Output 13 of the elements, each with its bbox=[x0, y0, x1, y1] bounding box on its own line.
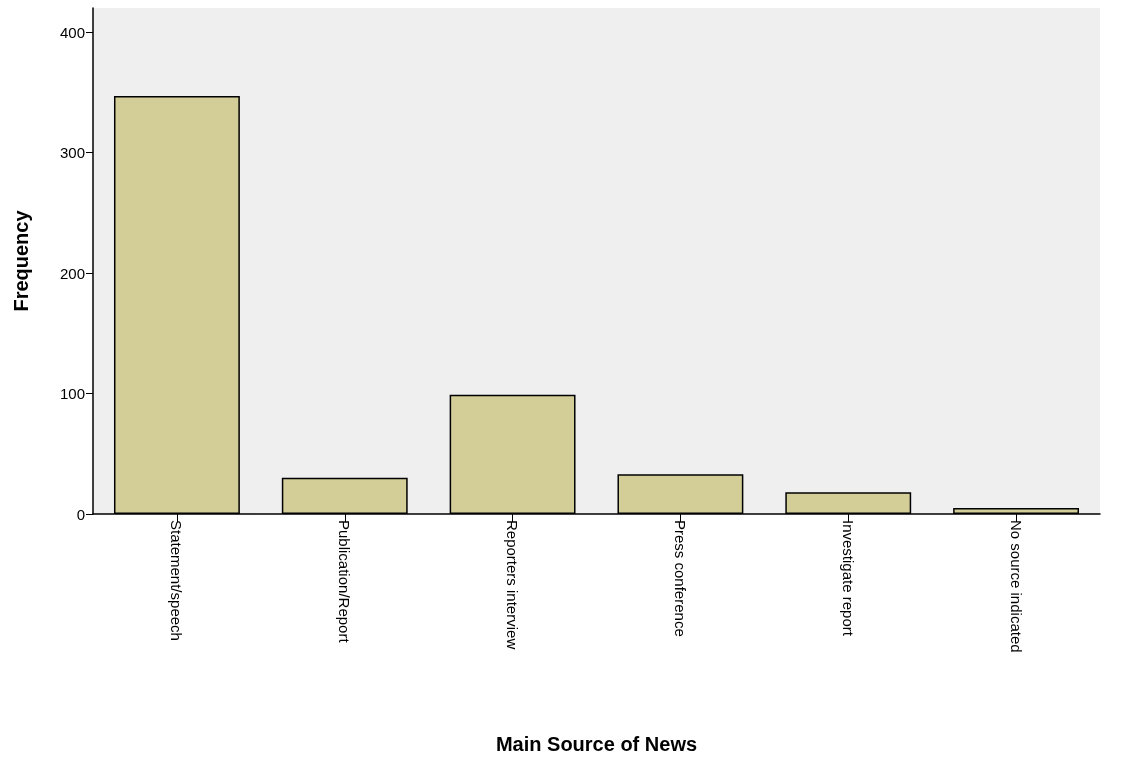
x-tick-label: Publication/Report bbox=[336, 520, 354, 644]
y-axis-title: Frequency bbox=[10, 209, 32, 312]
x-tick-label: Investigate report bbox=[839, 520, 857, 637]
y-tick-label: 0 bbox=[76, 505, 85, 523]
x-axis-title: Main Source of News bbox=[495, 733, 698, 755]
y-tick-label: 200 bbox=[59, 264, 85, 282]
x-tick-label: Statement/speech bbox=[168, 520, 186, 641]
y-tick-label: 300 bbox=[59, 144, 85, 162]
x-tick-label: Press conference bbox=[671, 520, 689, 637]
x-tick-label: No source indicated bbox=[1007, 520, 1025, 653]
y-tick-label: 100 bbox=[59, 385, 85, 403]
y-tick-label: 400 bbox=[59, 23, 85, 41]
x-tick-label: Reporters interview bbox=[504, 520, 522, 650]
